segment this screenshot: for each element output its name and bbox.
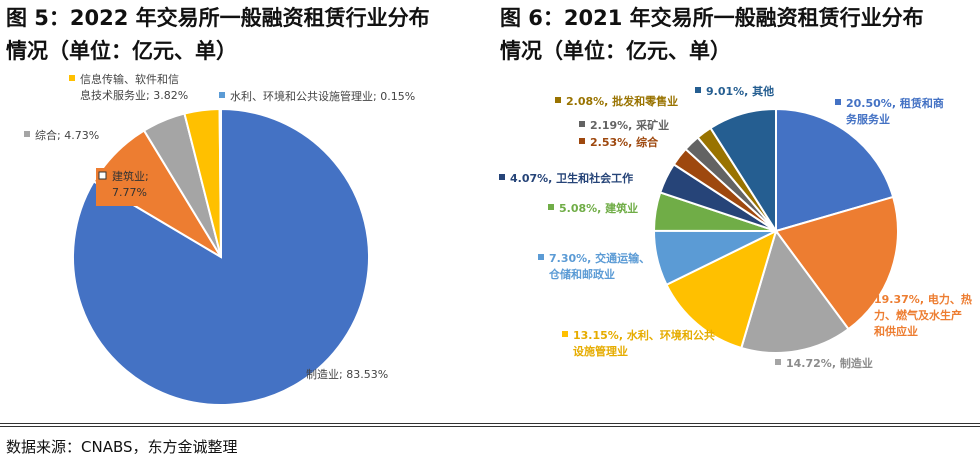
pie-label-2021-10: 9.01%, 其他: [695, 84, 774, 98]
pie-slice-2022-0: [72, 107, 370, 406]
pie-label-2021-8: 2.19%, 采矿业: [579, 118, 669, 132]
pie-label-2021-4: 7.30%, 交通运输、仓储和邮政业: [538, 251, 650, 281]
svg-text:综合; 4.73%: 综合; 4.73%: [35, 128, 99, 142]
pie-label-2022-1: 建筑业; 7.77%: [96, 168, 164, 206]
svg-text:2.53%, 综合: 2.53%, 综合: [590, 135, 659, 149]
divider-top: [0, 423, 980, 424]
svg-text:13.15%, 水利、环境和公共: 13.15%, 水利、环境和公共: [573, 328, 715, 342]
svg-text:7.77%: 7.77%: [112, 186, 147, 199]
chart-title-left-line2: 情况（单位：亿元、单）: [6, 39, 237, 63]
svg-text:2.08%, 批发和零售业: 2.08%, 批发和零售业: [566, 94, 678, 108]
svg-text:务服务业: 务服务业: [846, 112, 890, 126]
chart-title-left-line1: 图 5：2022 年交易所一般融资租赁行业分布: [6, 6, 430, 30]
svg-text:7.30%, 交通运输、: 7.30%, 交通运输、: [549, 251, 650, 265]
pie-label-2022-2: 综合; 4.73%: [24, 128, 99, 142]
pie-slice-2021-10: [709, 107, 777, 235]
svg-text:仓储和邮政业: 仓储和邮政业: [548, 267, 615, 281]
svg-text:14.72%, 制造业: 14.72%, 制造业: [786, 356, 873, 370]
pie-label-2022-4: 水利、环境和公共设施管理业; 0.15%: [219, 89, 415, 103]
svg-text:和供应业: 和供应业: [874, 324, 918, 338]
svg-text:设施管理业: 设施管理业: [573, 344, 628, 358]
chart-title-right-line1: 图 6：2021 年交易所一般融资租赁行业分布: [500, 6, 924, 30]
pie-label-2021-6: 4.07%, 卫生和社会工作: [499, 171, 633, 185]
pie-label-2021-9: 2.08%, 批发和零售业: [555, 94, 678, 108]
chart-title-right-line2: 情况（单位：亿元、单）: [500, 39, 731, 63]
pie-slice-2021-0: [775, 107, 895, 233]
svg-text:制造业; 83.53%: 制造业; 83.53%: [306, 367, 388, 381]
pie-slice-2022-4: [218, 107, 222, 258]
pie-chart-2022: 制造业; 83.53% 建筑业; 7.77% 综合; 4.73% 信息传输、软件和信息技…: [24, 72, 415, 406]
svg-text:息技术服务业; 3.82%: 息技术服务业; 3.82%: [80, 88, 188, 102]
svg-text:水利、环境和公共设施管理业; 0.15%: 水利、环境和公共设施管理业; 0.15%: [230, 89, 415, 103]
pie-slice-2021-2: [740, 228, 850, 354]
svg-text:信息传输、软件和信: 信息传输、软件和信: [80, 72, 179, 86]
pie-label-2021-2: 14.72%, 制造业: [775, 356, 873, 370]
source-note: 数据来源：CNABS，东方金诚整理: [6, 438, 238, 456]
chart-title-right: 图 6：2021 年交易所一般融资租赁行业分布 情况（单位：亿元、单）: [500, 2, 976, 68]
chart-title-left: 图 5：2022 年交易所一般融资租赁行业分布 情况（单位：亿元、单）: [6, 2, 476, 68]
pie-label-2021-7: 2.53%, 综合: [579, 135, 659, 149]
svg-text:19.37%, 电力、热: 19.37%, 电力、热: [874, 292, 972, 306]
svg-text:力、燃气及水生产: 力、燃气及水生产: [874, 308, 962, 322]
svg-text:5.08%, 建筑业: 5.08%, 建筑业: [559, 201, 638, 215]
svg-text:9.01%, 其他: 9.01%, 其他: [706, 84, 774, 98]
pie-slice-2021-3: [665, 229, 778, 350]
svg-text:4.07%, 卫生和社会工作: 4.07%, 卫生和社会工作: [510, 171, 633, 185]
svg-text:建筑业;: 建筑业;: [112, 169, 149, 183]
pie-label-2021-3: 13.15%, 水利、环境和公共设施管理业: [562, 328, 715, 358]
svg-text:20.50%, 租赁和商: 20.50%, 租赁和商: [846, 96, 944, 110]
pie-label-2022-0: 制造业; 83.53%: [295, 367, 388, 381]
svg-text:2.19%, 采矿业: 2.19%, 采矿业: [590, 118, 669, 132]
pie-label-2021-5: 5.08%, 建筑业: [548, 201, 638, 215]
divider-bottom: [0, 426, 980, 427]
